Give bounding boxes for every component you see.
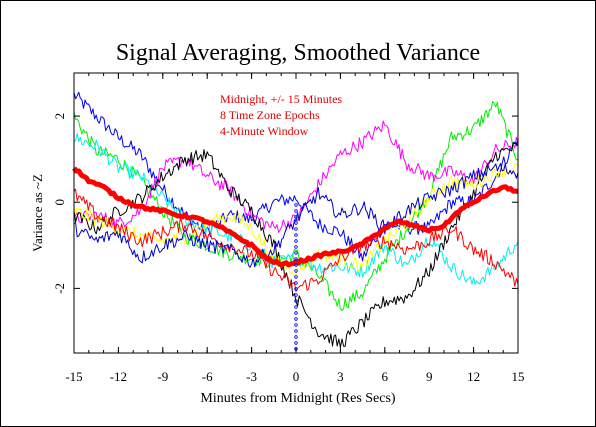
- x-tick-label: -9: [157, 369, 168, 384]
- midnight-marker-dot: [294, 245, 298, 249]
- midnight-marker-dot: [294, 329, 298, 333]
- series-line-5: [73, 142, 519, 348]
- midnight-marker-dot: [294, 323, 298, 327]
- x-tick-label: 15: [512, 369, 525, 384]
- midnight-marker-dot: [294, 335, 298, 339]
- midnight-marker: [294, 203, 298, 351]
- y-tick-label: -2: [52, 283, 67, 294]
- midnight-marker-dot: [294, 239, 298, 243]
- x-tick-label: -15: [65, 369, 82, 384]
- series-line-2: [73, 101, 519, 312]
- x-axis-label: Minutes from Midnight (Res Secs): [200, 391, 396, 406]
- y-tick-label: 2: [52, 113, 67, 120]
- chart-title: Signal Averaging, Smoothed Variance: [116, 40, 480, 66]
- x-tick-label: 0: [293, 369, 300, 384]
- midnight-marker-dot: [294, 305, 298, 309]
- midnight-marker-dot: [294, 293, 298, 297]
- midnight-marker-dot: [294, 299, 298, 303]
- midnight-marker-dot: [294, 209, 298, 213]
- midnight-marker-dot: [294, 317, 298, 321]
- midnight-marker-dot: [294, 221, 298, 225]
- annotation-line-2: 8 Time Zone Epochs: [220, 108, 320, 122]
- x-tick-label: 6: [382, 369, 389, 384]
- x-tick-label: -3: [246, 369, 257, 384]
- midnight-marker-dot: [294, 233, 298, 237]
- midnight-marker-dot: [294, 287, 298, 291]
- annotation-line-3: 4-Minute Window: [220, 124, 309, 138]
- x-tick-label: -6: [202, 369, 213, 384]
- y-axis-label: Variance as ~Z: [30, 174, 45, 252]
- annotation-line-1: Midnight, +/- 15 Minutes: [220, 92, 342, 106]
- midnight-marker-dot: [294, 341, 298, 345]
- midnight-marker-dot: [294, 203, 298, 207]
- midnight-marker-dot: [294, 311, 298, 315]
- annotation-block: Midnight, +/- 15 Minutes 8 Time Zone Epo…: [220, 92, 342, 138]
- series-line-8: [73, 163, 519, 268]
- midnight-marker-dot: [294, 275, 298, 279]
- midnight-marker-dot: [294, 281, 298, 285]
- x-tick-label: 12: [467, 369, 480, 384]
- tick-layer: [73, 73, 519, 353]
- midnight-marker-dot: [294, 251, 298, 255]
- midnight-marker-dot: [294, 263, 298, 267]
- series-layer: [72, 91, 519, 348]
- x-tick-label: 3: [337, 369, 344, 384]
- x-tick-label: -12: [110, 369, 127, 384]
- midnight-marker-dot: [294, 215, 298, 219]
- tick-label-layer: -15 -12 -9 -6 -3 0 3 6 9 12 15 -2 0 2: [52, 113, 525, 384]
- midnight-marker-dot: [294, 227, 298, 231]
- midnight-marker-dot: [294, 269, 298, 273]
- x-tick-label: 9: [426, 369, 433, 384]
- series-line-6: [73, 163, 519, 277]
- midnight-marker-dot: [294, 257, 298, 261]
- series-line-1: [73, 91, 519, 262]
- y-tick-label: 0: [52, 199, 67, 206]
- series-average-line: [72, 166, 519, 268]
- series-line-3: [73, 132, 519, 285]
